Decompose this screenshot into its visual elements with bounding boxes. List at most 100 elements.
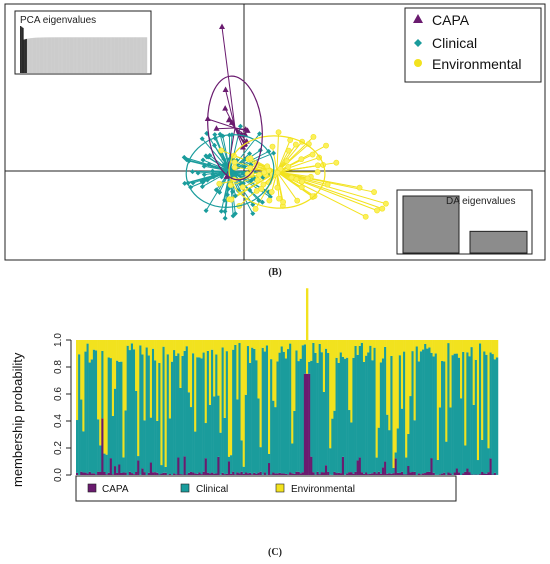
membership-bar-environmental xyxy=(483,340,486,352)
pca-eigen-bar xyxy=(113,37,115,73)
membership-bar-environmental xyxy=(227,340,231,457)
membership-bar-clinical xyxy=(468,356,471,473)
membership-bar-clinical xyxy=(135,390,138,472)
membership-bar-environmental xyxy=(156,340,159,421)
membership-bar-capa xyxy=(88,471,92,475)
membership-bar-clinical xyxy=(339,352,343,474)
membership-bar-capa xyxy=(132,474,136,475)
membership-bar-environmental xyxy=(466,340,469,353)
clinical-point xyxy=(190,169,196,175)
pca-eigen-bar xyxy=(47,37,50,73)
membership-bar-environmental xyxy=(413,340,416,421)
membership-bar-environmental xyxy=(346,340,349,358)
capa-spoke xyxy=(225,89,236,129)
pca-eigen-bar xyxy=(133,37,135,73)
environmental-point xyxy=(310,133,317,140)
membership-bar-environmental xyxy=(109,340,113,359)
membership-bar-environmental xyxy=(177,340,180,354)
membership-bar-environmental xyxy=(426,340,429,349)
membership-bar-capa xyxy=(111,474,115,475)
membership-bar-clinical xyxy=(356,354,359,461)
environmental-point xyxy=(252,205,259,212)
membership-bar-clinical xyxy=(409,396,412,473)
membership-bar-capa xyxy=(430,458,433,475)
membership-bar-capa xyxy=(276,473,279,475)
membership-bar-capa xyxy=(400,471,404,475)
membership-bar-capa xyxy=(422,473,425,475)
pca-eigen-bar xyxy=(55,37,58,73)
membership-bar-environmental xyxy=(403,340,406,352)
membership-bar-capa xyxy=(346,473,349,475)
pca-eigen-bar xyxy=(46,37,48,73)
membership-bar-clinical xyxy=(194,431,197,474)
membership-bar-capa xyxy=(441,473,444,475)
membership-bar-environmental xyxy=(230,340,233,456)
membership-bar-clinical xyxy=(170,361,174,475)
membership-bar-environmental xyxy=(472,340,476,405)
membership-bar-environmental xyxy=(295,340,298,351)
environmental-spoke xyxy=(276,171,298,201)
membership-bar-environmental xyxy=(318,340,322,344)
membership-bar-clinical xyxy=(333,410,336,472)
membership-bar-clinical xyxy=(379,362,383,474)
clinical-point xyxy=(212,142,218,148)
membership-bar-capa xyxy=(173,473,176,475)
membership-bar-capa xyxy=(489,458,492,475)
membership-bar-environmental xyxy=(443,340,446,362)
environmental-point xyxy=(256,171,263,178)
environmental-point xyxy=(309,151,316,158)
environmental-point xyxy=(293,176,300,183)
pca-eigen-bar xyxy=(38,37,40,73)
membership-bar-clinical xyxy=(120,361,123,473)
membership-bar-capa xyxy=(310,456,313,475)
pca-eigen-bar xyxy=(128,37,130,73)
membership-bar-clinical xyxy=(94,350,98,475)
membership-bar-clinical xyxy=(143,420,146,473)
membership-bar-capa xyxy=(443,472,446,475)
membership-bar-clinical xyxy=(384,346,387,462)
membership-bar-clinical xyxy=(242,466,246,474)
pca-eigen-bar xyxy=(143,37,145,73)
membership-bar-clinical xyxy=(259,447,262,472)
membership-bar-clinical xyxy=(455,353,459,469)
membership-bar-environmental xyxy=(246,340,250,347)
membership-bar-capa xyxy=(377,471,381,475)
membership-bar-environmental xyxy=(158,340,161,363)
pca-eigen-bar xyxy=(130,37,133,73)
membership-bar-capa xyxy=(318,474,322,475)
pca-eigen-bar xyxy=(100,37,103,73)
membership-bar-clinical xyxy=(460,398,463,475)
environmental-point xyxy=(268,189,275,195)
membership-bar-clinical xyxy=(413,420,416,472)
membership-bar-clinical xyxy=(230,455,233,474)
pca-eigen-bar xyxy=(96,37,98,73)
membership-bar-environmental xyxy=(358,340,362,346)
capa-point xyxy=(239,144,246,150)
membership-bar-capa xyxy=(246,473,250,475)
membership-bar-clinical xyxy=(350,422,353,473)
membership-bar-clinical xyxy=(246,346,250,474)
legend-c-environmental-swatch xyxy=(275,483,285,493)
membership-bar-environmental xyxy=(270,340,273,360)
membership-bar-environmental xyxy=(139,340,142,346)
pca-eigen-bar xyxy=(105,37,107,73)
clinical-point xyxy=(241,164,247,170)
environmental-point xyxy=(269,143,276,150)
membership-bar-capa xyxy=(249,472,252,475)
membership-bar-capa xyxy=(337,472,340,475)
membership-bar-clinical xyxy=(443,361,446,473)
environmental-point xyxy=(314,162,321,169)
membership-bar-clinical xyxy=(318,343,322,475)
membership-bar-environmental xyxy=(208,340,212,405)
membership-bar-clinical xyxy=(299,358,303,474)
membership-bar-clinical xyxy=(343,358,347,475)
environmental-point xyxy=(383,200,389,207)
membership-bar-capa xyxy=(287,474,290,475)
membership-bar-environmental xyxy=(388,340,391,431)
panel-c-ylabel: membership probability xyxy=(10,352,25,487)
membership-bar-environmental xyxy=(92,340,96,350)
environmental-point xyxy=(266,197,273,204)
membership-bar-clinical xyxy=(272,400,275,473)
membership-bar-clinical xyxy=(297,361,300,472)
environmental-point xyxy=(264,163,271,170)
